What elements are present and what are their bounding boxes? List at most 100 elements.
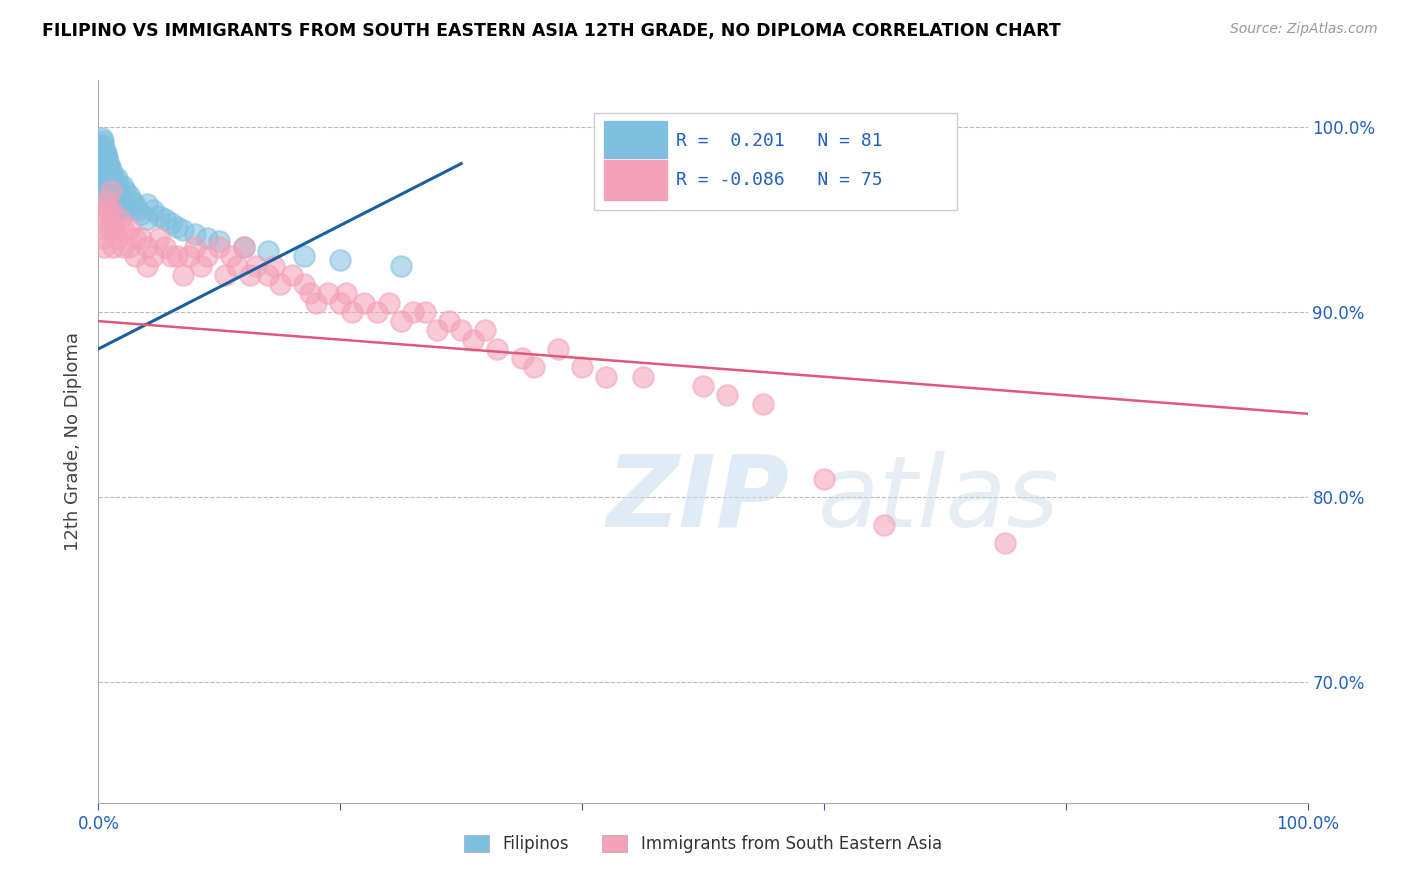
Point xyxy=(93,142,115,156)
Point xyxy=(474,323,496,337)
Point xyxy=(105,186,128,201)
Point xyxy=(353,295,375,310)
Point xyxy=(103,173,125,187)
Point xyxy=(111,178,134,193)
Point xyxy=(142,202,165,217)
Point xyxy=(107,177,129,191)
Point xyxy=(292,277,315,291)
FancyBboxPatch shape xyxy=(603,159,668,201)
Point xyxy=(195,231,218,245)
Point xyxy=(208,235,231,249)
Point xyxy=(111,199,134,213)
Point xyxy=(91,231,114,245)
Point xyxy=(124,249,146,263)
Point xyxy=(103,183,125,197)
Point xyxy=(94,145,117,160)
Point xyxy=(93,186,115,201)
Point xyxy=(450,323,472,337)
Point xyxy=(129,207,152,221)
Point xyxy=(342,305,364,319)
Point xyxy=(96,154,118,169)
Point xyxy=(97,161,120,175)
Point xyxy=(595,369,617,384)
Point xyxy=(90,138,112,153)
Point xyxy=(631,369,654,384)
Point xyxy=(148,209,170,223)
Point xyxy=(263,259,285,273)
Point xyxy=(389,314,412,328)
Point xyxy=(299,286,322,301)
Point xyxy=(873,517,896,532)
Point xyxy=(329,252,352,267)
Point xyxy=(94,164,117,178)
Point xyxy=(100,207,122,221)
Point xyxy=(100,162,122,177)
Point xyxy=(135,259,157,273)
Point xyxy=(377,295,399,310)
Point xyxy=(108,194,131,208)
Point xyxy=(463,333,485,347)
Point xyxy=(692,379,714,393)
Point xyxy=(108,212,131,227)
Point xyxy=(96,151,118,165)
Point xyxy=(108,183,131,197)
Point xyxy=(135,212,157,227)
Point xyxy=(305,295,328,310)
Point xyxy=(91,138,114,153)
Point xyxy=(100,202,122,217)
Point xyxy=(166,249,188,263)
Point xyxy=(426,323,449,337)
Point xyxy=(127,202,149,217)
Point xyxy=(232,240,254,254)
Point xyxy=(292,249,315,263)
Point xyxy=(111,194,134,208)
Point xyxy=(208,240,231,254)
Point xyxy=(101,240,124,254)
Point xyxy=(91,135,114,149)
Point xyxy=(105,202,128,217)
Point xyxy=(118,202,141,217)
Point xyxy=(101,183,124,197)
Text: atlas: atlas xyxy=(818,450,1060,548)
Y-axis label: 12th Grade, No Diploma: 12th Grade, No Diploma xyxy=(65,332,83,551)
Point xyxy=(105,171,128,186)
Point xyxy=(366,305,388,319)
Point xyxy=(93,240,115,254)
Point xyxy=(91,153,114,167)
Point xyxy=(221,249,243,263)
Point xyxy=(105,231,128,245)
Point xyxy=(91,221,114,235)
Point xyxy=(239,268,262,282)
FancyBboxPatch shape xyxy=(603,120,668,162)
Point xyxy=(101,168,124,182)
Point xyxy=(91,149,114,163)
Point xyxy=(148,231,170,245)
Point xyxy=(256,244,278,258)
Point xyxy=(269,277,291,291)
Point xyxy=(413,305,436,319)
Text: R =  0.201   N = 81: R = 0.201 N = 81 xyxy=(676,132,883,150)
Point xyxy=(335,286,357,301)
Point xyxy=(96,180,118,194)
Point xyxy=(166,219,188,234)
Point xyxy=(190,259,212,273)
Point xyxy=(96,166,118,180)
Point xyxy=(402,305,425,319)
Point xyxy=(91,147,114,161)
Point xyxy=(96,169,118,184)
Point xyxy=(153,212,176,227)
Point xyxy=(752,397,775,411)
Point xyxy=(195,249,218,263)
Point xyxy=(105,188,128,202)
Point xyxy=(98,221,121,235)
FancyBboxPatch shape xyxy=(595,112,957,211)
Point xyxy=(486,342,509,356)
Point xyxy=(124,231,146,245)
Point xyxy=(184,240,207,254)
Point xyxy=(93,159,115,173)
Point xyxy=(114,185,136,199)
Point xyxy=(91,145,114,160)
Point xyxy=(94,194,117,208)
Point xyxy=(214,268,236,282)
Point xyxy=(184,227,207,241)
